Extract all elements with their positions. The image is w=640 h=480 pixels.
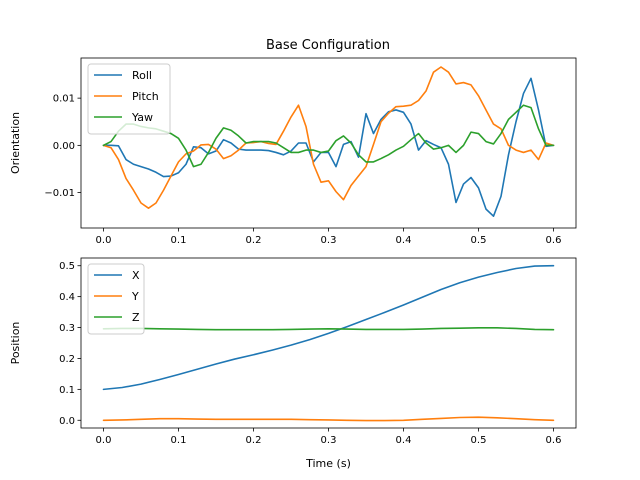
- x-tick-label: 0.1: [171, 235, 187, 246]
- legend-label-z: Z: [132, 311, 140, 324]
- orientation-subplot: 0.0 0.1 0.2 0.3 0.4 0.5 0.6 −0.01 0.00 0.01 Orient…: [9, 57, 577, 246]
- x-axis-label: Time (s): [305, 457, 351, 470]
- x-tick-label: 0.0: [96, 235, 112, 246]
- x-tick-label: 0.0: [96, 435, 112, 446]
- y-tick-label: 0.5: [59, 261, 75, 272]
- series-line-z: [102, 327, 555, 331]
- y-tick-label: −0.01: [44, 188, 75, 199]
- y-tick-label: 0.4: [59, 292, 75, 303]
- series-line-yaw: [102, 104, 555, 168]
- series-line-x: [102, 264, 555, 391]
- legend-label-roll: Roll: [132, 69, 152, 82]
- chart-title: Base Configuration: [266, 38, 390, 53]
- y-tick-label: 0.01: [53, 94, 75, 105]
- legend-label-pitch: Pitch: [132, 90, 159, 103]
- series-line-roll: [102, 77, 555, 217]
- y-tick-label: 0.00: [53, 141, 75, 152]
- x-tick-label: 0.4: [396, 235, 412, 246]
- x-tick-label: 0.6: [546, 235, 562, 246]
- legend: Roll Pitch Yaw: [87, 63, 171, 135]
- x-tick-label: 0.2: [246, 235, 262, 246]
- position-subplot: 0.0 0.1 0.2 0.3 0.4 0.5 0.6 0.0 0.1 0.2 0.3 0.4 0.5 P…: [9, 257, 577, 470]
- y-axis-label: Orientation: [9, 112, 22, 174]
- y-tick-label: 0.1: [59, 385, 75, 396]
- legend-label-y: Y: [131, 290, 139, 303]
- x-tick-label: 0.3: [321, 435, 337, 446]
- y-axis-label: Position: [9, 322, 22, 365]
- legend: XYZ: [87, 263, 145, 335]
- x-tick-label: 0.2: [246, 435, 262, 446]
- series-line-pitch: [102, 66, 555, 209]
- x-tick-label: 0.6: [546, 435, 562, 446]
- x-tick-label: 0.1: [171, 435, 187, 446]
- x-tick-label: 0.3: [321, 235, 337, 246]
- x-tick-label: 0.4: [396, 435, 412, 446]
- x-tick-label: 0.5: [471, 435, 487, 446]
- legend-label-yaw: Yaw: [131, 111, 153, 124]
- y-tick-label: 0.3: [59, 323, 75, 334]
- series-line-y: [102, 416, 555, 422]
- legend-label-x: X: [132, 269, 140, 282]
- x-tick-label: 0.5: [471, 235, 487, 246]
- y-tick-label: 0.0: [59, 416, 75, 427]
- y-tick-label: 0.2: [59, 354, 75, 365]
